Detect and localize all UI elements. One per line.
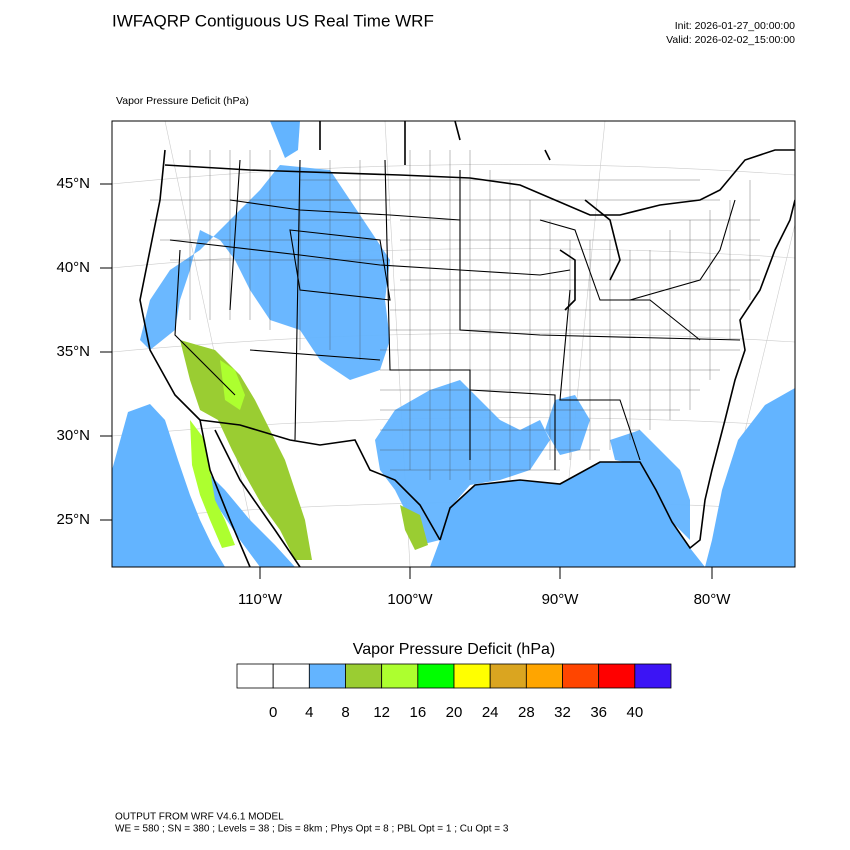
title: IWFAQRP Contiguous US Real Time WRF <box>112 11 434 30</box>
colorbar-label: 4 <box>305 704 313 721</box>
colorbar-swatch <box>634 663 672 689</box>
colorbar: Vapor Pressure Deficit (hPa) <box>353 641 555 658</box>
footer-line: WE = 580 ; SN = 380 ; Levels = 38 ; Dis … <box>115 824 509 835</box>
ocean <box>112 121 795 567</box>
state-line <box>169 239 571 276</box>
field-label: Vapor Pressure Deficit (hPa) <box>116 95 249 107</box>
great-lakes <box>559 199 621 311</box>
colorbar-swatch <box>525 663 563 689</box>
footer-line: OUTPUT FROM WRF V4.6.1 MODEL <box>115 812 284 823</box>
colorbar-label: 8 <box>341 704 349 721</box>
state-lines <box>169 159 741 470</box>
mexico-border <box>199 419 441 541</box>
colorbar-swatch <box>598 663 636 689</box>
lake-patch <box>270 121 300 158</box>
state-line <box>229 199 461 221</box>
lat-label: 35°N <box>56 343 90 360</box>
vpd-region <box>140 165 390 380</box>
lat-label: 40°N <box>56 259 90 276</box>
colorbar-swatch <box>381 663 419 689</box>
vpd-region <box>190 420 235 548</box>
colorbar-label: 32 <box>554 704 571 721</box>
colorbar-label: 20 <box>446 704 463 721</box>
state-line <box>229 159 471 460</box>
valid-time: Valid: 2026-02-02_15:00:00 <box>666 34 795 46</box>
colorbar-swatch <box>308 663 346 689</box>
state-line <box>539 219 701 341</box>
pacific <box>112 404 225 567</box>
vpd-region <box>400 505 428 550</box>
borders <box>139 121 795 567</box>
atlantic <box>705 388 795 567</box>
lat-label: 25°N <box>56 511 90 528</box>
lat-label: 30°N <box>56 427 90 444</box>
lon-label: 100°W <box>387 591 433 608</box>
colorbar-swatch <box>272 663 310 689</box>
graticule-line <box>164 121 261 567</box>
init-time: Init: 2026-01-27_00:00:00 <box>675 20 795 32</box>
vpd-region <box>180 340 312 560</box>
map-content <box>112 121 795 567</box>
colorbar-label: 36 <box>590 704 607 721</box>
map-frame <box>111 120 796 568</box>
graticule-line <box>112 248 795 269</box>
colorbar-swatch <box>562 663 600 689</box>
vpd-8-16 <box>180 340 428 560</box>
lon-label: 80°W <box>694 591 732 608</box>
colorbar-swatch <box>417 663 455 689</box>
colorbar-label: 16 <box>409 704 426 721</box>
lat-label: 45°N <box>56 175 90 192</box>
colorbar-swatch <box>453 663 491 689</box>
graticule-line <box>112 164 795 185</box>
colorbar-label: 40 <box>626 704 643 721</box>
colorbar-swatch <box>236 663 274 689</box>
colorbar-swatch <box>345 663 383 689</box>
west-coast <box>139 149 201 421</box>
east-coast <box>439 199 795 550</box>
colorbar-title: Vapor Pressure Deficit (hPa) <box>353 641 555 658</box>
lon-label: 110°W <box>238 591 283 608</box>
colorbar-label: 12 <box>373 704 390 721</box>
colorbar-label: 0 <box>269 704 277 721</box>
lon-label: 90°W <box>542 591 580 608</box>
gulf-of-california <box>205 470 295 567</box>
baja-coast <box>199 419 301 567</box>
colorbar-label: 28 <box>518 704 535 721</box>
map <box>111 120 796 568</box>
vpd-region <box>610 430 690 540</box>
state-line <box>174 170 741 396</box>
vpd-region <box>220 360 245 410</box>
colorbar-swatch <box>489 663 527 689</box>
canada-lines <box>319 121 551 165</box>
state-line <box>289 229 391 301</box>
graticule-line <box>112 332 795 353</box>
colorbar-label: 24 <box>482 704 499 721</box>
state-line <box>469 199 736 470</box>
gulf-of-mexico <box>430 462 705 567</box>
